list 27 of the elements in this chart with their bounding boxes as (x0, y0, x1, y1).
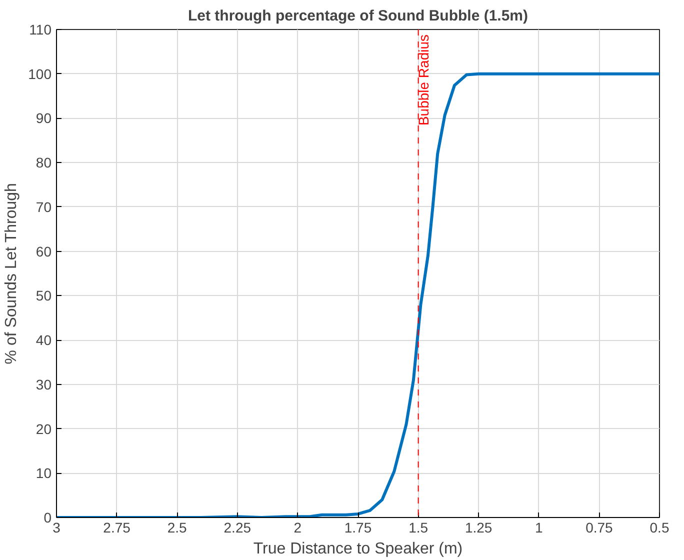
y-tick-label: 20 (36, 420, 52, 437)
x-tick-label: 2 (294, 520, 302, 536)
y-tick-label: 40 (36, 332, 52, 348)
x-tick-label: 1.25 (464, 520, 492, 536)
y-axis-title: % of Sounds Let Through (3, 183, 20, 364)
y-tick-label: 80 (36, 154, 52, 171)
y-tick-label: 50 (36, 288, 52, 304)
x-tick-label: 3 (52, 520, 61, 536)
y-tick-label: 70 (36, 198, 52, 215)
x-tick-label: 2.5 (167, 520, 188, 536)
x-tick-label: 1.75 (344, 520, 372, 536)
y-tick-label: 100 (28, 66, 52, 82)
y-tick-label: 0 (44, 510, 52, 526)
y-tick-label: 90 (36, 110, 52, 126)
x-axis-title: True Distance to Speaker (m) (253, 540, 463, 558)
x-tick-label: 0.5 (650, 520, 670, 536)
x-tick-label: 0.75 (586, 520, 614, 536)
x-tick-label: 2.25 (224, 520, 252, 536)
chart-title: Let through percentage of Sound Bubble (1.5m) (188, 8, 528, 24)
x-tick-label: 2.75 (103, 520, 131, 536)
y-tick-label: 110 (29, 22, 52, 38)
y-tick-label: 10 (36, 465, 52, 482)
x-tick-label: 1 (535, 520, 544, 536)
y-tick-label: 30 (36, 376, 52, 392)
y-tick-label: 60 (36, 243, 52, 260)
x-tick-label: 1.5 (408, 520, 428, 536)
ref-line-label: Bubble Radius (415, 34, 432, 126)
